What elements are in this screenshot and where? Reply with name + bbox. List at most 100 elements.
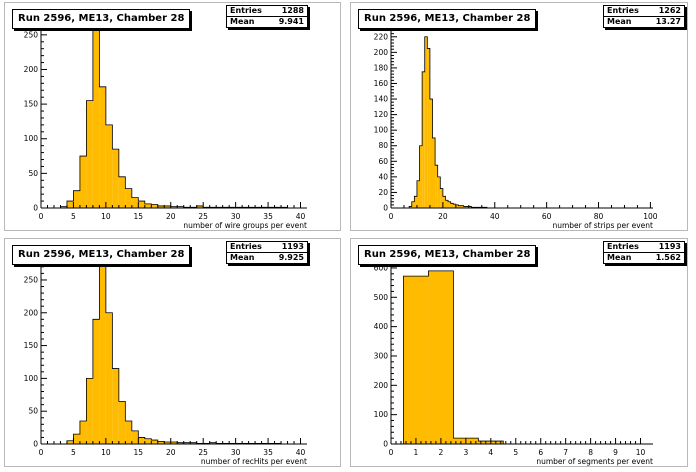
y-tick-label: 150 (24, 341, 39, 350)
x-tick-label: 6 (538, 448, 543, 457)
x-tick-label: 40 (296, 448, 306, 457)
histogram-bar (157, 441, 165, 444)
y-tick-label: 150 (24, 100, 39, 109)
y-tick-label: 250 (24, 30, 39, 39)
mean-label: Mean (230, 17, 255, 26)
histogram-bar (422, 71, 425, 208)
x-tick-label: 35 (263, 448, 273, 457)
y-tick-label: 500 (374, 293, 389, 302)
x-tick-label: 30 (231, 448, 241, 457)
x-tick-label: 7 (563, 448, 568, 457)
histogram-pad-wire-groups: 0 5 10 15 20 25 30 35 40 0 50 100 150 200 250 number of… (4, 2, 341, 231)
histogram-bar (73, 190, 80, 208)
histogram-bar (112, 149, 119, 208)
histogram-bar (157, 205, 165, 208)
x-tick-label: 10 (636, 448, 646, 457)
entries-value: 1288 (281, 6, 304, 15)
histogram-bar (177, 206, 184, 208)
x-tick-label: 100 (643, 212, 658, 221)
histogram-bar (466, 206, 469, 208)
histogram-bar (435, 165, 438, 208)
histogram-bar (170, 206, 178, 208)
x-tick-label: 5 (513, 448, 518, 457)
x-tick-label: 5 (71, 212, 76, 221)
x-tick-label: 25 (198, 448, 208, 457)
histogram-svg: 0 5 10 15 20 25 30 35 40 0 50 100 150 200 250 number of… (24, 257, 307, 466)
mean-label: Mean (607, 17, 632, 26)
histogram-bar (448, 201, 451, 208)
histogram-bar (442, 196, 446, 208)
entries-value: 1193 (658, 242, 681, 251)
histogram-bar (131, 430, 139, 444)
histogram-bar (66, 440, 74, 444)
y-tick-label: 100 (374, 126, 389, 135)
histogram-bar (428, 270, 454, 444)
histogram-bar (151, 440, 158, 444)
x-tick-label: 20 (166, 448, 176, 457)
x-tick-label: 40 (490, 212, 500, 221)
histogram-svg: 0 20 40 60 80 100 0 20 40 60 80 100 120 140 160 180 200 2… (374, 29, 658, 230)
x-tick-label: 30 (231, 212, 241, 221)
y-tick-label: 200 (374, 48, 389, 57)
histogram-bar (86, 100, 93, 208)
histogram-bar (453, 204, 456, 208)
y-tick-label: 60 (378, 157, 388, 166)
histogram-bar (164, 442, 171, 444)
x-tick-label: 0 (39, 448, 44, 457)
x-tick-label: 0 (389, 212, 394, 221)
histogram-bar (419, 145, 423, 208)
histogram-bar (170, 442, 178, 444)
y-tick-label: 80 (378, 141, 388, 150)
pad-title: Run 2596, ME13, Chamber 28 (358, 245, 537, 265)
histogram-bar (450, 203, 454, 208)
histogram-bar (440, 188, 443, 208)
mean-value: 9.941 (278, 17, 304, 26)
y-tick-label: 0 (33, 440, 38, 449)
histogram-bar (424, 36, 428, 208)
pad-title: Run 2596, ME13, Chamber 28 (358, 9, 537, 29)
x-tick-label: 60 (542, 212, 552, 221)
histogram-bar (183, 442, 191, 444)
y-tick-label: 0 (383, 204, 388, 213)
x-tick-label: 40 (296, 212, 306, 221)
y-tick-label: 180 (374, 63, 389, 72)
entries-label: Entries (607, 242, 639, 251)
y-tick-label: 0 (383, 440, 388, 449)
x-tick-label: 1 (414, 448, 419, 457)
histogram-bar (458, 205, 462, 208)
mean-value: 1.562 (655, 253, 681, 262)
histogram-pad-rechits: 0 5 10 15 20 25 30 35 40 0 50 100 150 200 250 number of… (4, 238, 341, 467)
x-axis-label: number of strips per event (552, 221, 653, 230)
y-tick-label: 140 (374, 95, 389, 104)
histogram-bar (432, 137, 436, 208)
histogram-bar (414, 196, 417, 208)
histogram-bar (177, 442, 184, 444)
x-tick-label: 20 (438, 212, 448, 221)
histogram-bar (151, 204, 158, 208)
histogram-bar (86, 378, 93, 444)
histogram-bar (411, 201, 415, 208)
y-tick-label: 250 (24, 275, 39, 284)
histogram-bar (105, 312, 113, 444)
y-tick-label: 0 (33, 204, 38, 213)
histogram-bar (66, 201, 74, 208)
histogram-bar (112, 368, 119, 444)
x-tick-label: 4 (488, 448, 493, 457)
y-tick-label: 400 (374, 322, 389, 331)
histogram-bar (99, 86, 106, 208)
histogram-bar (138, 437, 145, 444)
y-tick-label: 20 (378, 188, 388, 197)
histogram-bar (79, 421, 87, 444)
histogram-bar (125, 421, 132, 444)
histogram-bar (125, 188, 132, 208)
x-tick-label: 10 (101, 212, 111, 221)
histogram-bar (99, 260, 106, 444)
histogram-bar (416, 180, 420, 208)
histogram-outline (60, 26, 288, 208)
histogram-bar (105, 124, 113, 208)
histogram-bar (164, 205, 171, 208)
y-tick-label: 200 (374, 381, 389, 390)
histogram-svg: 0 5 10 15 20 25 30 35 40 0 50 100 150 200 250 number of… (24, 20, 307, 230)
histogram-pad-strips: 0 20 40 60 80 100 0 20 40 60 80 100 120 140 160 180 200 2… (350, 2, 688, 231)
